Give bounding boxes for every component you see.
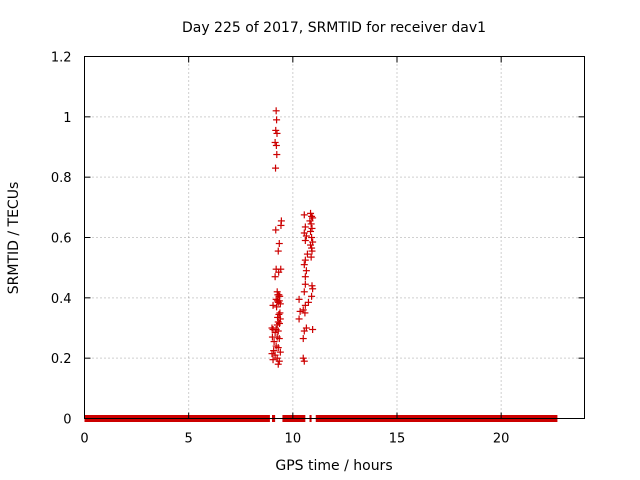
data-point (269, 301, 277, 309)
data-point (307, 220, 315, 228)
data-point (307, 241, 315, 249)
data-point (269, 356, 277, 364)
x-tick-label: 15 (389, 432, 406, 447)
x-tick-label: 10 (285, 432, 302, 447)
data-point (301, 223, 309, 231)
data-point (307, 253, 315, 261)
y-tick-label: 0.2 (51, 352, 72, 367)
data-point (301, 237, 309, 245)
data-point (273, 288, 281, 296)
data-point (272, 107, 280, 115)
data-point (300, 288, 308, 296)
data-point (308, 247, 316, 255)
data-point (301, 301, 309, 309)
data-point (299, 306, 307, 314)
data-point (277, 221, 285, 229)
data-point (309, 285, 317, 293)
data-point (302, 267, 310, 275)
data-point (271, 329, 279, 337)
data-point (275, 240, 283, 248)
data-point (272, 226, 280, 234)
data-point (274, 360, 282, 368)
data-point (275, 357, 283, 365)
y-tick-label: 1 (63, 111, 71, 126)
data-point (273, 303, 281, 311)
data-point (268, 324, 276, 332)
tick-labels: 0 0.2 0.4 0.6 0.8 1 1.2 0 5 10 15 20 (51, 51, 510, 447)
data-point (275, 268, 283, 276)
data-point (295, 295, 303, 303)
data-point (309, 326, 317, 334)
x-tick-label: 0 (80, 432, 88, 447)
data-point (274, 327, 282, 335)
chart-title: Day 225 of 2017, SRMTID for receiver dav… (182, 20, 486, 36)
data-point (303, 250, 311, 258)
data-point (308, 282, 316, 290)
data-point (300, 261, 308, 269)
data-point (276, 348, 284, 356)
data-point (299, 335, 307, 343)
data-point (301, 309, 309, 317)
y-tick-label: 1.2 (51, 51, 72, 66)
data-point (301, 280, 309, 288)
data-point (296, 307, 304, 315)
data-point (270, 338, 278, 346)
x-axis-label: GPS time / hours (275, 458, 392, 474)
data-point (268, 350, 276, 358)
y-tick-label: 0.6 (51, 232, 72, 247)
data-point (301, 273, 309, 281)
data-point (275, 297, 283, 305)
data-point (307, 227, 315, 235)
data-point (301, 256, 309, 264)
data-point (307, 209, 315, 217)
data-point (306, 217, 314, 225)
data-point (274, 344, 282, 352)
data-point (273, 129, 281, 137)
points-layer (268, 107, 317, 368)
data-point (308, 224, 316, 232)
data-point (271, 273, 279, 281)
data-point (276, 300, 284, 308)
data-point (270, 347, 278, 355)
x-tick-label: 20 (493, 432, 510, 447)
data-point (308, 234, 316, 241)
y-axis-label: SRMTID / TECUs (6, 182, 22, 295)
data-point (295, 315, 303, 323)
data-point (273, 321, 281, 329)
data-point (308, 212, 316, 220)
data-point (274, 318, 282, 326)
data-point (273, 116, 281, 124)
y-tick-label: 0.8 (51, 171, 72, 186)
data-point (272, 141, 280, 149)
y-tick-label: 0.4 (51, 292, 72, 307)
y-tick-label: 0 (63, 413, 71, 428)
data-point (275, 310, 283, 318)
data-point (299, 354, 307, 362)
x-tick-label: 5 (185, 432, 193, 447)
data-point (272, 164, 280, 172)
data-point (276, 309, 284, 317)
data-point (274, 247, 282, 255)
data-point (272, 126, 280, 134)
data-point (308, 292, 316, 300)
data-point (304, 298, 312, 306)
data-point (300, 211, 308, 219)
data-point (271, 138, 279, 146)
data-point (302, 232, 310, 240)
data-point (275, 335, 283, 343)
data-point (300, 327, 308, 335)
ticks-layer (84, 56, 585, 419)
data-point (275, 291, 283, 299)
grid-layer (84, 56, 585, 419)
data-point (273, 151, 281, 159)
data-point (300, 357, 308, 365)
